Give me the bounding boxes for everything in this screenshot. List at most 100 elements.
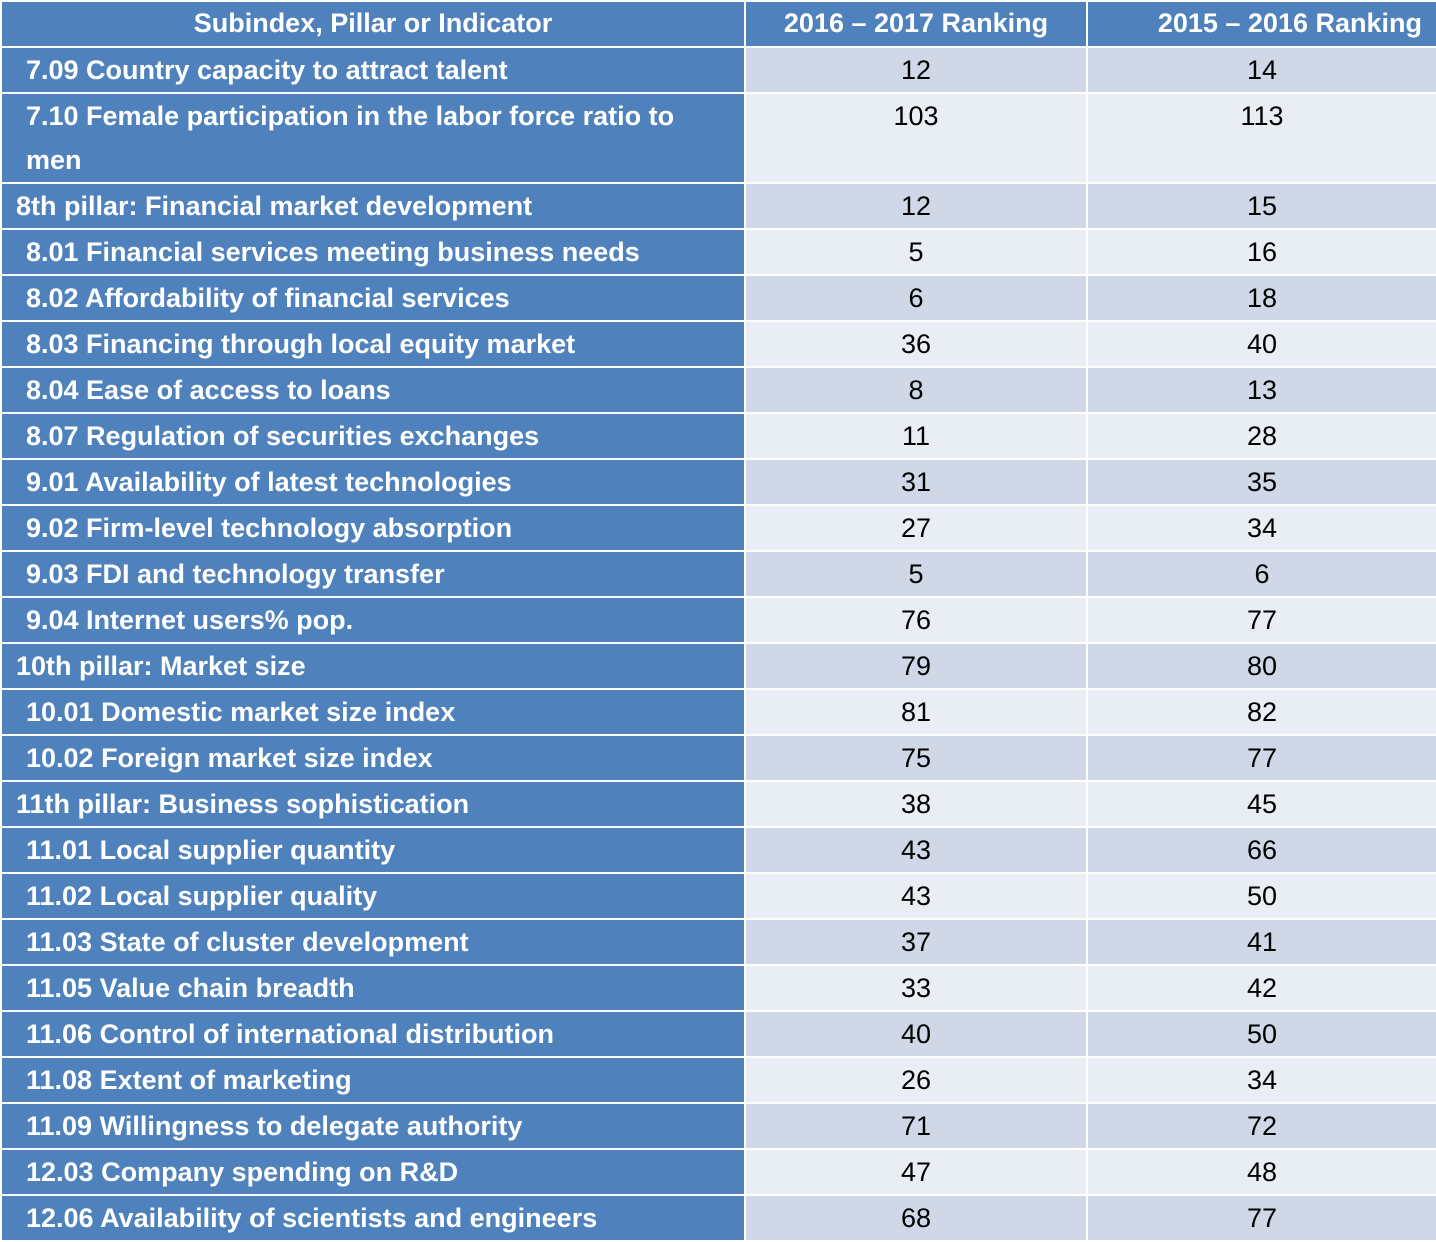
indicator-label: 12.06 Availability of scientists and eng… <box>0 1194 746 1242</box>
table-row: 7.09 Country capacity to attract talent 1… <box>0 46 1436 94</box>
ranking-2016-2017: 43 <box>744 872 1088 920</box>
ranking-2016-2017: 6 <box>744 274 1088 322</box>
ranking-2016-2017: 71 <box>744 1102 1088 1150</box>
table-row: 11th pillar: Business sophistication 38 45 <box>0 780 1436 828</box>
ranking-2015-2016: 66 <box>1086 826 1436 874</box>
ranking-2015-2016: 77 <box>1086 596 1436 644</box>
table-row: 8.07 Regulation of securities exchanges 1… <box>0 412 1436 460</box>
ranking-2015-2016: 50 <box>1086 872 1436 920</box>
indicator-label: 9.04 Internet users% pop. <box>0 596 746 644</box>
ranking-2015-2016: 77 <box>1086 734 1436 782</box>
ranking-2015-2016: 18 <box>1086 274 1436 322</box>
ranking-2016-2017: 103 <box>744 92 1088 184</box>
ranking-2016-2017: 43 <box>744 826 1088 874</box>
indicator-label: 11.02 Local supplier quality <box>0 872 746 920</box>
indicator-label: 8.03 Financing through local equity mark… <box>0 320 746 368</box>
ranking-2015-2016: 6 <box>1086 550 1436 598</box>
ranking-2016-2017: 38 <box>744 780 1088 828</box>
ranking-2016-2017: 68 <box>744 1194 1088 1242</box>
ranking-2016-2017: 81 <box>744 688 1088 736</box>
table-row: 11.03 State of cluster development 37 41 <box>0 918 1436 966</box>
indicator-label: 9.02 Firm-level technology absorption <box>0 504 746 552</box>
table-row: 11.08 Extent of marketing 26 34 <box>0 1056 1436 1104</box>
ranking-2015-2016: 15 <box>1086 182 1436 230</box>
indicator-label: 9.01 Availability of latest technologies <box>0 458 746 506</box>
ranking-2016-2017: 12 <box>744 46 1088 94</box>
table-row: 11.02 Local supplier quality 43 50 <box>0 872 1436 920</box>
indicator-label: 11.09 Willingness to delegate authority <box>0 1102 746 1150</box>
indicator-label: 10.02 Foreign market size index <box>0 734 746 782</box>
ranking-2016-2017: 37 <box>744 918 1088 966</box>
table-row: 9.02 Firm-level technology absorption 27 3… <box>0 504 1436 552</box>
indicator-label: 11.06 Control of international distribut… <box>0 1010 746 1058</box>
indicator-label: 7.09 Country capacity to attract talent <box>0 46 746 94</box>
ranking-2015-2016: 35 <box>1086 458 1436 506</box>
indicator-label: 8.02 Affordability of financial services <box>0 274 746 322</box>
ranking-2015-2016: 13 <box>1086 366 1436 414</box>
ranking-2015-2016: 77 <box>1086 1194 1436 1242</box>
ranking-2015-2016: 41 <box>1086 918 1436 966</box>
table-row: 11.09 Willingness to delegate authority 7… <box>0 1102 1436 1150</box>
ranking-2015-2016: 45 <box>1086 780 1436 828</box>
table-row: 9.04 Internet users% pop. 76 77 <box>0 596 1436 644</box>
table-row: 7.10 Female participation in the labor f… <box>0 92 1436 184</box>
pillar-label: 11th pillar: Business sophistication <box>0 780 746 828</box>
indicator-label: 8.01 Financial services meeting business… <box>0 228 746 276</box>
ranking-2016-2017: 75 <box>744 734 1088 782</box>
ranking-2016-2017: 36 <box>744 320 1088 368</box>
table-row: 10th pillar: Market size 79 80 <box>0 642 1436 690</box>
ranking-2016-2017: 33 <box>744 964 1088 1012</box>
indicator-label: 8.07 Regulation of securities exchanges <box>0 412 746 460</box>
table-row: 9.01 Availability of latest technologies… <box>0 458 1436 506</box>
indicator-label: 11.03 State of cluster development <box>0 918 746 966</box>
ranking-2016-2017: 31 <box>744 458 1088 506</box>
ranking-2015-2016: 34 <box>1086 1056 1436 1104</box>
table-row: 8th pillar: Financial market development… <box>0 182 1436 230</box>
ranking-2016-2017: 12 <box>744 182 1088 230</box>
table-row: 8.04 Ease of access to loans 8 13 <box>0 366 1436 414</box>
ranking-2016-2017: 26 <box>744 1056 1088 1104</box>
header-2016-2017-ranking: 2016 – 2017 Ranking <box>744 0 1088 48</box>
table-row: 9.03 FDI and technology transfer 5 6 <box>0 550 1436 598</box>
indicator-label: 11.08 Extent of marketing <box>0 1056 746 1104</box>
ranking-2016-2017: 79 <box>744 642 1088 690</box>
ranking-2015-2016: 48 <box>1086 1148 1436 1196</box>
indicator-label: 10.01 Domestic market size index <box>0 688 746 736</box>
table-row: 8.02 Affordability of financial services… <box>0 274 1436 322</box>
table-row: 8.03 Financing through local equity mark… <box>0 320 1436 368</box>
table-row: 10.01 Domestic market size index 81 82 <box>0 688 1436 736</box>
ranking-2016-2017: 47 <box>744 1148 1088 1196</box>
ranking-2016-2017: 27 <box>744 504 1088 552</box>
ranking-2016-2017: 11 <box>744 412 1088 460</box>
ranking-2015-2016: 72 <box>1086 1102 1436 1150</box>
ranking-2015-2016: 80 <box>1086 642 1436 690</box>
table-row: 10.02 Foreign market size index 75 77 <box>0 734 1436 782</box>
indicator-label: 11.01 Local supplier quantity <box>0 826 746 874</box>
indicator-label: 11.05 Value chain breadth <box>0 964 746 1012</box>
ranking-2016-2017: 5 <box>744 550 1088 598</box>
header-indicator: Subindex, Pillar or Indicator <box>0 0 746 48</box>
ranking-2015-2016: 28 <box>1086 412 1436 460</box>
table-row: 12.06 Availability of scientists and eng… <box>0 1194 1436 1242</box>
indicator-label: 9.03 FDI and technology transfer <box>0 550 746 598</box>
ranking-2016-2017: 8 <box>744 366 1088 414</box>
table-row: 11.06 Control of international distribut… <box>0 1010 1436 1058</box>
ranking-2015-2016: 50 <box>1086 1010 1436 1058</box>
ranking-2015-2016: 82 <box>1086 688 1436 736</box>
ranking-2016-2017: 5 <box>744 228 1088 276</box>
table-row: 8.01 Financial services meeting business… <box>0 228 1436 276</box>
ranking-2015-2016: 34 <box>1086 504 1436 552</box>
indicator-label: 8.04 Ease of access to loans <box>0 366 746 414</box>
table-row: 11.05 Value chain breadth 33 42 <box>0 964 1436 1012</box>
ranking-2015-2016: 40 <box>1086 320 1436 368</box>
table-body: 7.09 Country capacity to attract talent 1… <box>0 46 1436 1242</box>
ranking-2016-2017: 40 <box>744 1010 1088 1058</box>
header-2015-2016-ranking: 2015 – 2016 Ranking <box>1086 0 1436 48</box>
indicator-label: 7.10 Female participation in the labor f… <box>0 92 746 184</box>
header-row: Subindex, Pillar or Indicator 2016 – 201… <box>0 0 1436 48</box>
ranking-2016-2017: 76 <box>744 596 1088 644</box>
pillar-label: 10th pillar: Market size <box>0 642 746 690</box>
ranking-2015-2016: 16 <box>1086 228 1436 276</box>
ranking-2015-2016: 42 <box>1086 964 1436 1012</box>
